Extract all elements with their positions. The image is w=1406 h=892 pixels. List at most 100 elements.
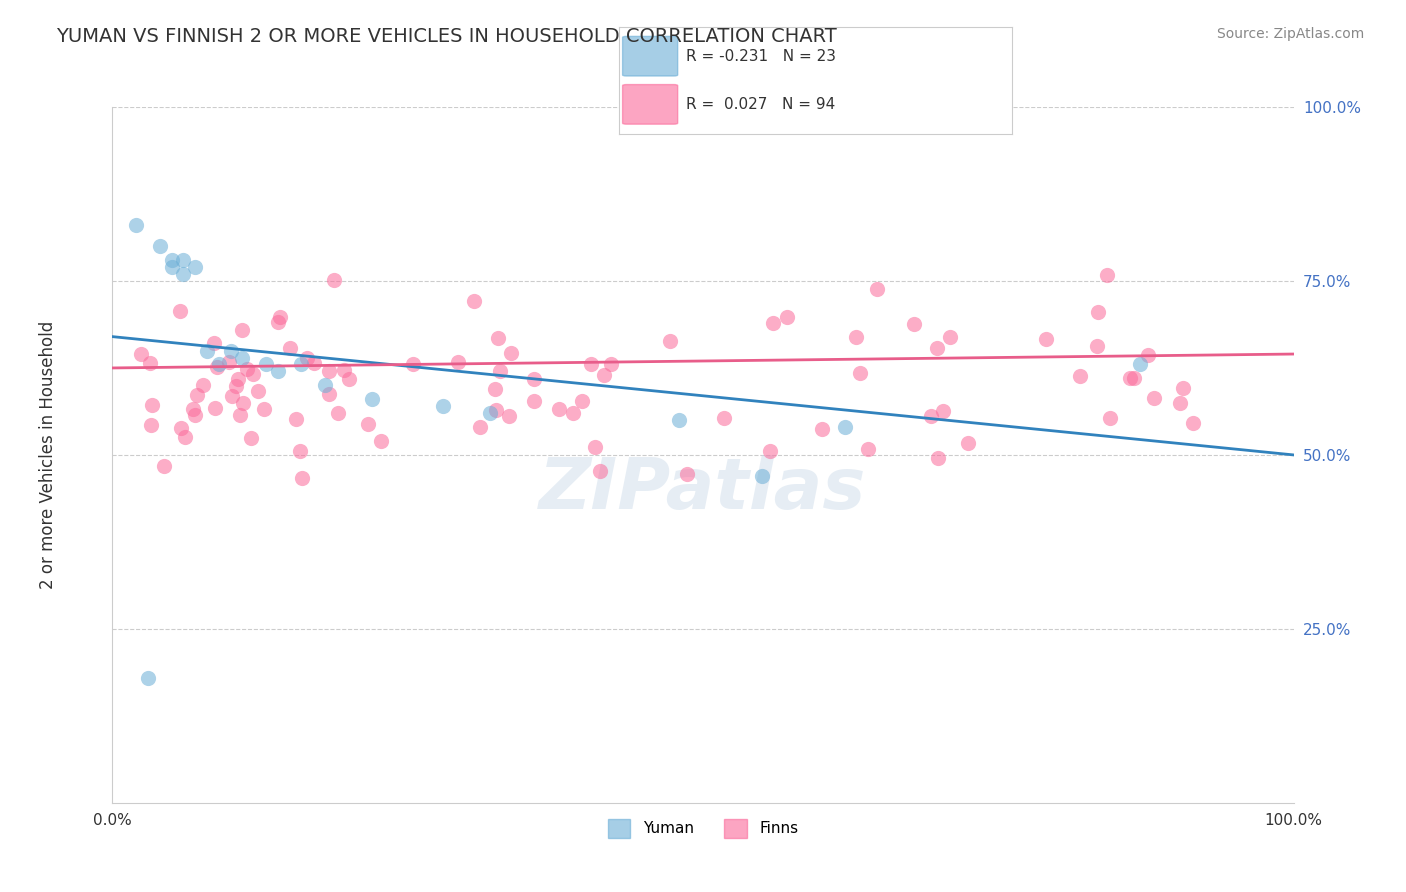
Point: [498, 409, 520, 424]
Point: [562, 406, 585, 420]
Point: [486, 331, 509, 345]
Point: [866, 282, 889, 296]
Text: ZIPatlas: ZIPatlas: [540, 455, 866, 524]
Point: [242, 368, 264, 382]
Point: [751, 468, 773, 483]
Point: [323, 273, 346, 287]
Point: [141, 417, 163, 432]
Point: [284, 412, 307, 426]
Point: [761, 316, 783, 330]
Point: [253, 402, 276, 417]
Point: [226, 371, 249, 385]
Point: [174, 430, 197, 444]
Point: [713, 410, 735, 425]
FancyBboxPatch shape: [623, 37, 678, 76]
Point: [432, 399, 454, 413]
Point: [463, 293, 485, 308]
Point: [658, 334, 681, 349]
Point: [479, 406, 502, 420]
Point: [326, 406, 349, 420]
Point: [676, 467, 699, 481]
Point: [172, 267, 194, 281]
Point: [208, 358, 231, 372]
Point: [370, 434, 392, 449]
Point: [191, 378, 214, 392]
Point: [204, 401, 226, 415]
Point: [856, 442, 879, 456]
Point: [149, 239, 172, 253]
Point: [160, 253, 183, 268]
Point: [202, 335, 225, 350]
Point: [236, 362, 259, 376]
Point: [547, 401, 569, 416]
Point: [1129, 358, 1152, 372]
Point: [925, 341, 948, 355]
Point: [318, 387, 340, 401]
Point: [592, 368, 614, 383]
Point: [205, 360, 228, 375]
Point: [302, 356, 325, 370]
Point: [361, 392, 384, 407]
Point: [186, 388, 208, 402]
Point: [583, 440, 606, 454]
Point: [903, 317, 925, 331]
Point: [267, 364, 290, 378]
Point: [1069, 368, 1091, 383]
Point: [600, 357, 623, 371]
Point: [218, 354, 240, 368]
Point: [845, 329, 868, 343]
Point: [1119, 371, 1142, 385]
Point: [523, 394, 546, 409]
Point: [468, 419, 491, 434]
Point: [1098, 410, 1121, 425]
Point: [337, 372, 360, 386]
Point: [501, 346, 523, 360]
Point: [170, 421, 193, 435]
Y-axis label: 2 or more Vehicles in Household: 2 or more Vehicles in Household: [39, 321, 56, 589]
Point: [141, 398, 163, 412]
Point: [1087, 304, 1109, 318]
Point: [571, 394, 593, 409]
Point: [1097, 268, 1119, 282]
Point: [169, 304, 191, 318]
Legend: Yuman, Finns: Yuman, Finns: [602, 813, 804, 844]
Point: [938, 329, 960, 343]
Point: [295, 351, 318, 366]
Point: [254, 358, 277, 372]
Point: [318, 364, 340, 378]
Point: [231, 351, 253, 365]
Point: [523, 372, 546, 386]
Point: [589, 464, 612, 478]
Point: [195, 343, 218, 358]
Point: [488, 364, 510, 378]
Point: [758, 444, 780, 458]
Point: [219, 343, 242, 358]
Point: [181, 402, 204, 417]
Point: [221, 389, 243, 403]
Point: [484, 382, 506, 396]
Point: [314, 378, 336, 392]
Point: [920, 409, 942, 424]
Point: [356, 417, 378, 431]
Point: [160, 260, 183, 274]
Point: [1085, 339, 1108, 353]
Point: [1122, 371, 1144, 385]
Point: [290, 358, 312, 372]
Point: [957, 435, 980, 450]
Point: [232, 395, 254, 409]
Point: [1142, 391, 1164, 405]
Point: [172, 253, 194, 268]
Point: [291, 471, 314, 485]
Text: R = -0.231   N = 23: R = -0.231 N = 23: [686, 49, 835, 64]
Point: [229, 409, 252, 423]
Point: [136, 671, 159, 685]
Point: [927, 451, 949, 466]
Text: YUMAN VS FINNISH 2 OR MORE VEHICLES IN HOUSEHOLD CORRELATION CHART: YUMAN VS FINNISH 2 OR MORE VEHICLES IN H…: [56, 27, 837, 45]
Point: [1136, 348, 1159, 362]
Point: [1171, 381, 1194, 395]
Point: [278, 341, 301, 355]
Text: R =  0.027   N = 94: R = 0.027 N = 94: [686, 97, 835, 112]
Point: [447, 355, 470, 369]
Point: [668, 413, 690, 427]
Point: [246, 384, 269, 399]
